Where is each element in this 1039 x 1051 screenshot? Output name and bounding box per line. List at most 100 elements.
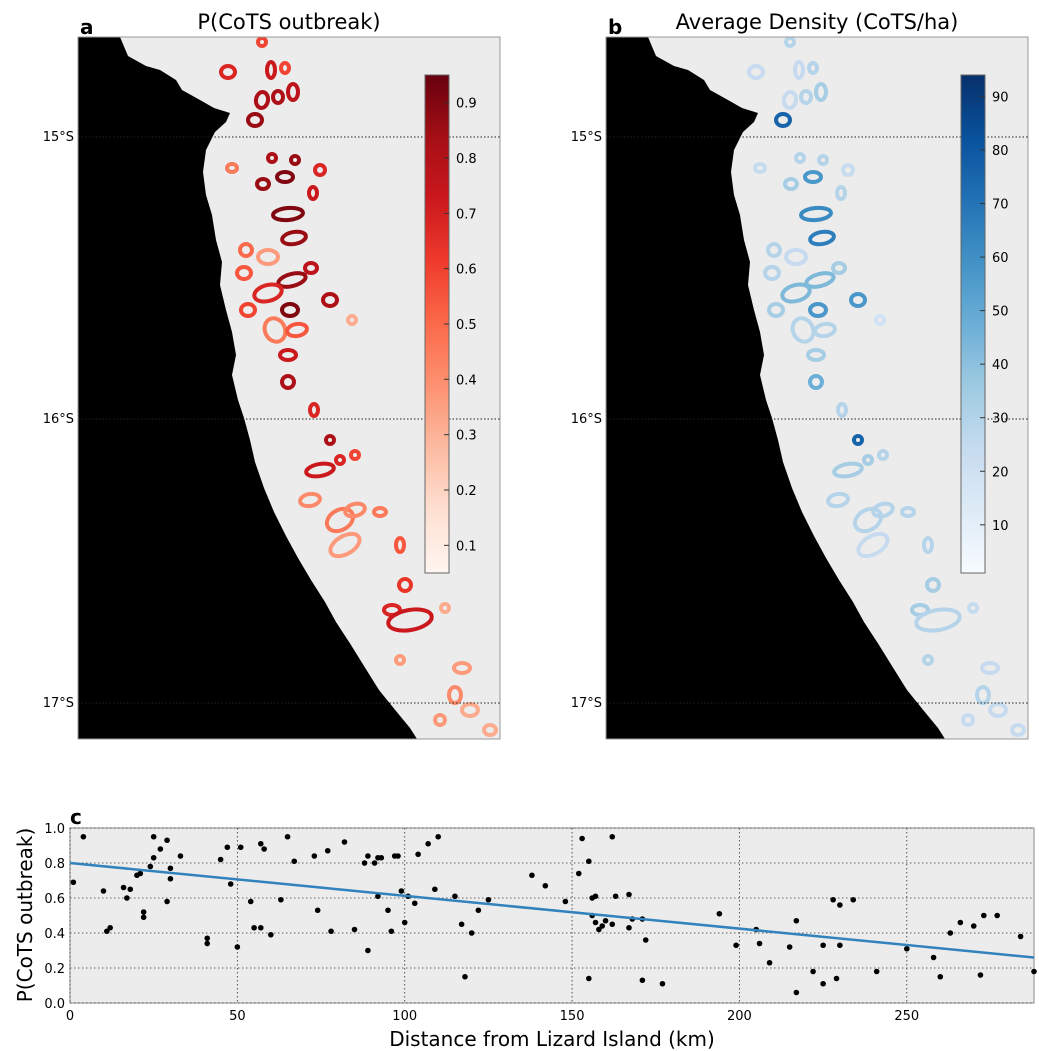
scatter-point (562, 898, 569, 905)
reef-a (285, 321, 309, 339)
reef-a (276, 271, 308, 289)
reef-b (793, 60, 805, 80)
reef-a (275, 170, 295, 184)
reef-a (265, 60, 277, 80)
reef-b (799, 89, 813, 105)
panel-c-label: c (70, 805, 82, 829)
scatter-point (328, 928, 334, 935)
reef-b (877, 449, 889, 461)
scatter-point (341, 839, 348, 845)
reef-a (307, 185, 319, 201)
scatter-point (837, 942, 843, 949)
reef-b (814, 82, 828, 102)
reef-b (804, 271, 836, 289)
panel-b-label: b (608, 15, 622, 39)
scatter-point (234, 944, 241, 950)
reef-b (763, 265, 781, 281)
reef-b (826, 491, 850, 509)
reef-a (235, 265, 253, 281)
colorbar-b-tick-label: 90 (992, 90, 1009, 105)
reef-b (781, 90, 799, 110)
reef-b (980, 661, 1000, 675)
x-tick-label: 200 (727, 1009, 752, 1024)
map-a-lat-15s: 15°S (43, 130, 74, 145)
reef-b (790, 316, 816, 344)
scatter-point (930, 954, 937, 961)
reef-b (841, 163, 855, 177)
reef-a (334, 454, 346, 466)
reef-b (808, 229, 836, 247)
scatter-point (411, 900, 418, 907)
scatter-point (100, 888, 107, 894)
reef-a (397, 577, 413, 593)
reef-a (324, 434, 336, 446)
scatter-plot-area (69, 827, 1035, 1004)
reef-b (794, 152, 806, 164)
colorbar-a-tick-label: 0.5 (456, 318, 477, 333)
reef-b (813, 321, 837, 339)
colorbar-b-tick-label: 80 (992, 144, 1009, 159)
scatter-point (80, 833, 87, 840)
reef-b (803, 170, 823, 184)
colorbar-a-tick-label: 0.3 (456, 429, 477, 444)
reef-a (239, 302, 257, 318)
scatter-point (415, 851, 421, 858)
reef-a (280, 374, 296, 390)
scatter-point (398, 888, 405, 894)
scatter-point (609, 833, 616, 840)
reef-a (280, 302, 300, 318)
y-tick-label: 0.2 (44, 962, 65, 977)
scatter-point (204, 935, 211, 942)
scatter-point (365, 853, 371, 859)
scatter-point (140, 914, 147, 921)
reef-b (831, 261, 847, 275)
scatter-point (167, 865, 174, 872)
scatter-point (435, 833, 441, 840)
x-tick-label: 0 (66, 1009, 74, 1024)
scatter-point (599, 923, 606, 929)
reef-b (914, 607, 962, 633)
reef-a (256, 37, 268, 48)
scatter-point (70, 879, 77, 886)
colorbar-b-tick-label: 30 (992, 412, 1009, 427)
reef-b (767, 302, 785, 318)
scatter-point (626, 891, 632, 898)
panel-a-label: a (80, 15, 94, 39)
scatter-point (164, 837, 170, 844)
scatter-point (766, 959, 773, 966)
colorbar-a-tick-label: 0.1 (456, 539, 477, 554)
scatter-point (793, 989, 800, 996)
reef-b (871, 501, 895, 519)
reef-b (852, 506, 884, 534)
scatter-point (324, 847, 331, 854)
panel-b-title: Average Density (CoTS/ha) (676, 10, 959, 34)
scatter-point (592, 893, 599, 900)
reef-a (433, 713, 447, 727)
reef-a (313, 163, 327, 177)
scatter-point (150, 833, 157, 840)
scatter-point (850, 896, 857, 903)
reef-b (783, 177, 799, 191)
scatter-point (388, 928, 395, 935)
reef-a (246, 112, 264, 128)
colorbar-b: 10 20 30 40 50 60 70 80 90 (960, 74, 1009, 574)
map-a-reefs (219, 37, 498, 737)
scatter-point (150, 854, 157, 861)
reef-a (255, 177, 271, 191)
reef-a (219, 64, 237, 80)
y-tick-label: 0.0 (44, 997, 65, 1012)
y-axis-label: P(CoTS outbreak) (13, 828, 37, 1003)
reef-a (280, 229, 308, 247)
scatter-point (733, 942, 739, 949)
colorbar-b-tick-label: 40 (992, 358, 1009, 373)
colorbar-a-tick-label: 0.8 (456, 152, 477, 167)
scatter-point (164, 898, 170, 905)
reef-b (806, 348, 826, 362)
scatter-point (147, 863, 154, 870)
reef-b (799, 205, 833, 223)
scatter-point (579, 835, 585, 842)
x-tick-label: 150 (560, 1009, 585, 1024)
scatter-point (820, 980, 826, 987)
colorbar-a-tick-label: 0.2 (456, 484, 477, 499)
colorbar-a-tick-label: 0.9 (456, 97, 477, 112)
